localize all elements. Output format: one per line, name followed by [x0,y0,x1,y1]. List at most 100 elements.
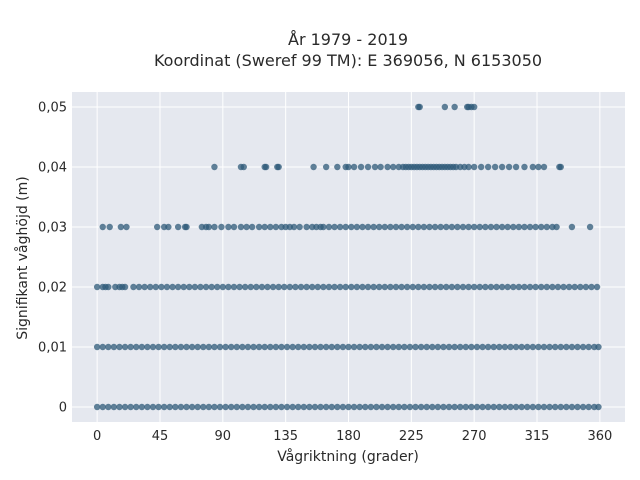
data-point [409,223,416,231]
data-point [222,343,229,351]
data-point [233,403,240,411]
data-point [595,343,602,351]
data-point [412,343,419,351]
data-point [348,283,355,291]
data-point [295,343,302,351]
data-point [342,283,349,291]
data-point [200,403,207,411]
data-point [445,343,453,351]
data-point [322,343,330,351]
data-point [272,403,280,411]
data-point [311,343,319,351]
data-point [258,283,266,291]
data-point [518,403,525,411]
data-point [236,283,243,291]
data-point [543,223,550,231]
data-point [451,403,458,411]
data-point [532,283,539,291]
y-axis-ticks: 0 0,01 0,02 0,03 0,04 0,05 [38,101,67,416]
data-point [384,343,391,351]
data-point [99,403,106,411]
data-point [574,403,581,411]
y-axis-title: Signifikant våghöjd (m) [14,176,31,339]
data-point [515,223,523,231]
data-point [510,283,517,291]
data-point [121,403,129,411]
data-point [177,343,185,351]
y-tick-label: 0 [59,401,67,416]
data-point [188,343,196,351]
y-tick-label: 0,05 [38,101,67,116]
data-point [473,403,481,411]
data-point [437,223,444,231]
data-point [218,223,225,231]
data-point [211,223,218,231]
data-point [153,223,161,231]
data-point [197,283,204,291]
x-tick-label: 180 [336,429,361,444]
y-tick-label: 0,03 [38,221,67,236]
data-point [334,163,341,171]
data-point [317,343,324,351]
data-point [535,403,542,411]
data-point [373,343,380,351]
data-point [117,223,125,231]
data-point [470,103,478,111]
data-point [174,283,182,291]
data-point [540,163,548,171]
data-point [543,283,550,291]
data-point [208,283,215,291]
data-point [392,283,400,291]
data-point [364,223,372,231]
data-point [378,343,386,351]
data-point [501,403,509,411]
x-tick-label: 360 [587,429,612,444]
data-point [205,403,213,411]
data-point [364,163,372,171]
data-point [401,343,408,351]
data-point [381,223,389,231]
data-point [434,403,442,411]
data-point [191,283,199,291]
data-point [310,163,317,171]
data-point [389,163,397,171]
data-point [227,343,235,351]
data-point [524,343,531,351]
data-point [529,403,537,411]
data-point [477,163,485,171]
data-point [350,403,358,411]
data-point [557,163,564,171]
data-point [445,403,453,411]
data-point [278,343,285,351]
chart-title: År 1979 - 2019 [288,30,408,49]
data-point [348,223,355,231]
data-point [454,283,461,291]
data-point [557,403,564,411]
data-point [403,223,411,231]
data-point [376,223,383,231]
data-point [465,283,472,291]
data-point [227,403,235,411]
y-tick-label: 0,01 [38,341,67,356]
data-point [512,403,520,411]
data-point [521,223,528,231]
data-point [202,283,210,291]
data-point [387,223,394,231]
data-point [493,283,500,291]
data-point [264,283,271,291]
data-point [496,343,503,351]
data-point [283,343,291,351]
x-tick-label: 270 [462,429,487,444]
data-point [529,163,537,171]
data-point [417,343,425,351]
data-point [498,283,506,291]
data-point [468,403,475,411]
data-point [328,343,335,351]
data-point [334,343,341,351]
data-point [135,283,143,291]
data-point [431,283,439,291]
data-point [448,283,456,291]
data-point [247,283,254,291]
data-point [275,283,282,291]
data-point [222,403,229,411]
